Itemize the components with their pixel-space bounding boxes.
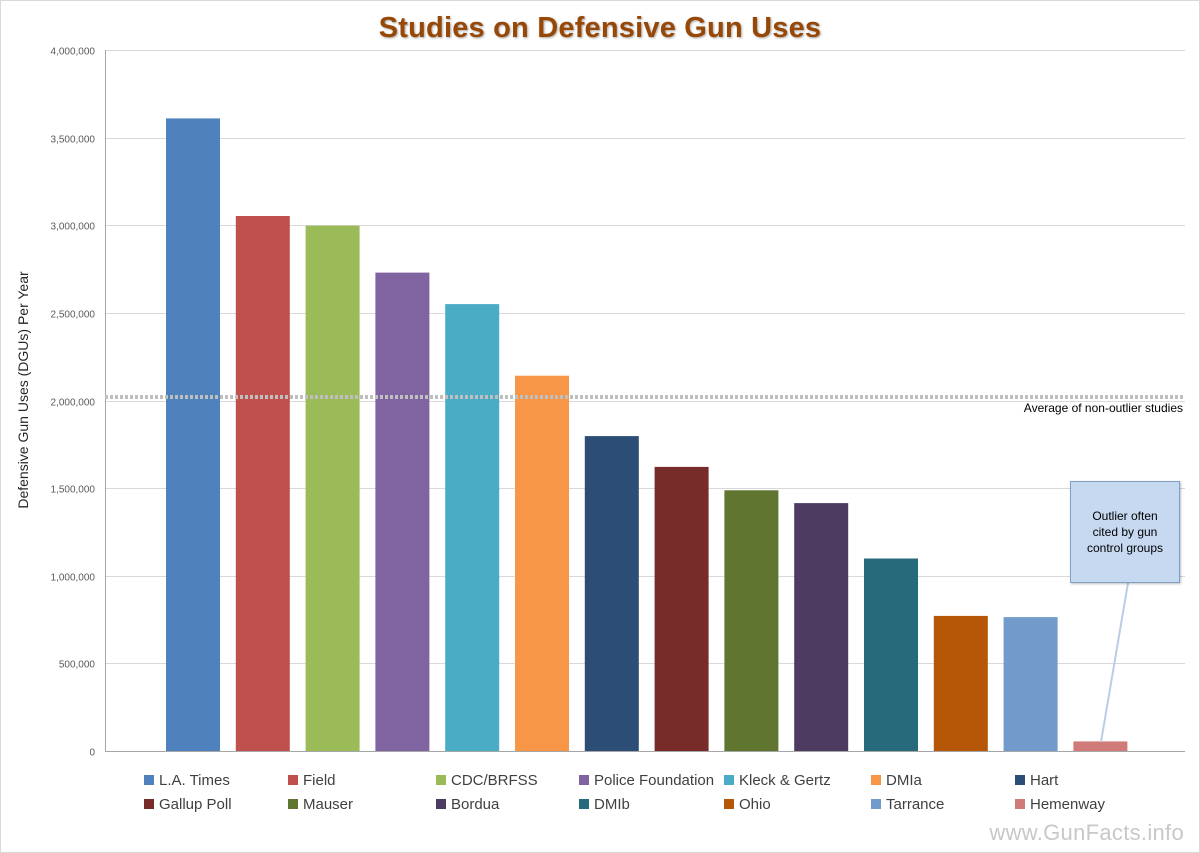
- legend-label: Tarrance: [886, 795, 945, 813]
- bar-dmib: [864, 558, 918, 751]
- bar-mauser: [724, 490, 779, 751]
- chart-title: Studies on Defensive Gun Uses: [378, 12, 822, 44]
- legend-swatch: [436, 775, 446, 785]
- legend-item: Police Foundation: [579, 770, 714, 790]
- legend-swatch: [288, 775, 298, 785]
- legend-label: Bordua: [451, 795, 500, 813]
- outlier-callout: Outlier often cited by gun control group…: [1070, 481, 1180, 583]
- bar-bordua: [794, 503, 849, 751]
- y-tick-label: 2,500,000: [51, 310, 96, 321]
- legend-swatch: [724, 775, 734, 785]
- legend-item: Bordua: [436, 794, 499, 814]
- legend-item: Mauser: [288, 794, 353, 814]
- legend-item: Gallup Poll: [144, 794, 232, 814]
- legend-item: Ohio: [724, 794, 771, 814]
- y-tick-label: 3,000,000: [51, 222, 96, 233]
- legend-label: Kleck & Gertz: [739, 771, 831, 789]
- legend-item: DMIb: [579, 794, 630, 814]
- legend-swatch: [579, 799, 589, 809]
- y-tick-label: 1,000,000: [51, 573, 96, 584]
- legend-label: Mauser: [303, 795, 354, 813]
- bar-police-foundation: [375, 272, 430, 751]
- legend-swatch: [724, 799, 734, 809]
- legend-swatch: [1015, 799, 1025, 809]
- legend-item: Kleck & Gertz: [724, 770, 831, 790]
- legend-item: CDC/BRFSS: [436, 770, 538, 790]
- watermark: www.GunFacts.info: [989, 820, 1184, 845]
- legend-item: Hemenway: [1015, 794, 1105, 814]
- callout-pointer: [1100, 582, 1129, 743]
- legend-label: Hart: [1030, 771, 1059, 789]
- legend-label: DMIb: [594, 795, 630, 813]
- legend-label: Police Foundation: [594, 771, 715, 789]
- legend-item: Hart: [1015, 770, 1058, 790]
- legend-swatch: [579, 775, 589, 785]
- bar-field: [235, 216, 290, 751]
- legend-swatch: [144, 799, 154, 809]
- legend-swatch: [436, 799, 446, 809]
- bar-ohio: [933, 615, 988, 751]
- bar-l-a-times: [166, 118, 220, 751]
- legend-item: L.A. Times: [144, 770, 230, 790]
- legend: L.A. Times Field CDC/BRFSS Police Foundatio…: [144, 770, 1144, 820]
- y-tick-label: 0: [89, 748, 95, 759]
- legend-label: Ohio: [739, 795, 771, 813]
- bar-hemenway: [1073, 741, 1128, 751]
- legend-swatch: [1015, 775, 1025, 785]
- legend-swatch: [871, 775, 881, 785]
- legend-label: Hemenway: [1030, 795, 1106, 813]
- bar-dmia: [515, 375, 569, 751]
- bar-gallup-poll: [654, 466, 709, 751]
- legend-label: L.A. Times: [159, 771, 230, 789]
- bar-hart: [584, 436, 639, 751]
- y-tick-label: 500,000: [59, 660, 96, 671]
- legend-label: DMIa: [886, 771, 922, 789]
- y-tick-label: 2,000,000: [51, 398, 96, 409]
- y-axis-label: Defensive Gun Uses (DGUs) Per Year: [15, 271, 31, 509]
- bar-kleck-gertz: [445, 304, 500, 751]
- legend-label: Gallup Poll: [159, 795, 232, 813]
- legend-item: Field: [288, 770, 336, 790]
- outlier-callout-text: Outlier often cited by gun control group…: [1086, 509, 1164, 555]
- y-tick-label: 3,500,000: [51, 135, 96, 146]
- legend-item: Tarrance: [871, 794, 944, 814]
- bar-tarrance: [1003, 617, 1058, 751]
- y-tick-label: 4,000,000: [51, 47, 96, 58]
- legend-swatch: [288, 799, 298, 809]
- y-tick-label: 1,500,000: [51, 485, 96, 496]
- bar-cdc-brfss: [305, 225, 360, 752]
- legend-item: DMIa: [871, 770, 922, 790]
- legend-swatch: [144, 775, 154, 785]
- legend-swatch: [871, 799, 881, 809]
- average-reference-label: Average of non-outlier studies: [1024, 401, 1183, 415]
- legend-label: CDC/BRFSS: [451, 771, 538, 789]
- legend-label: Field: [303, 771, 336, 789]
